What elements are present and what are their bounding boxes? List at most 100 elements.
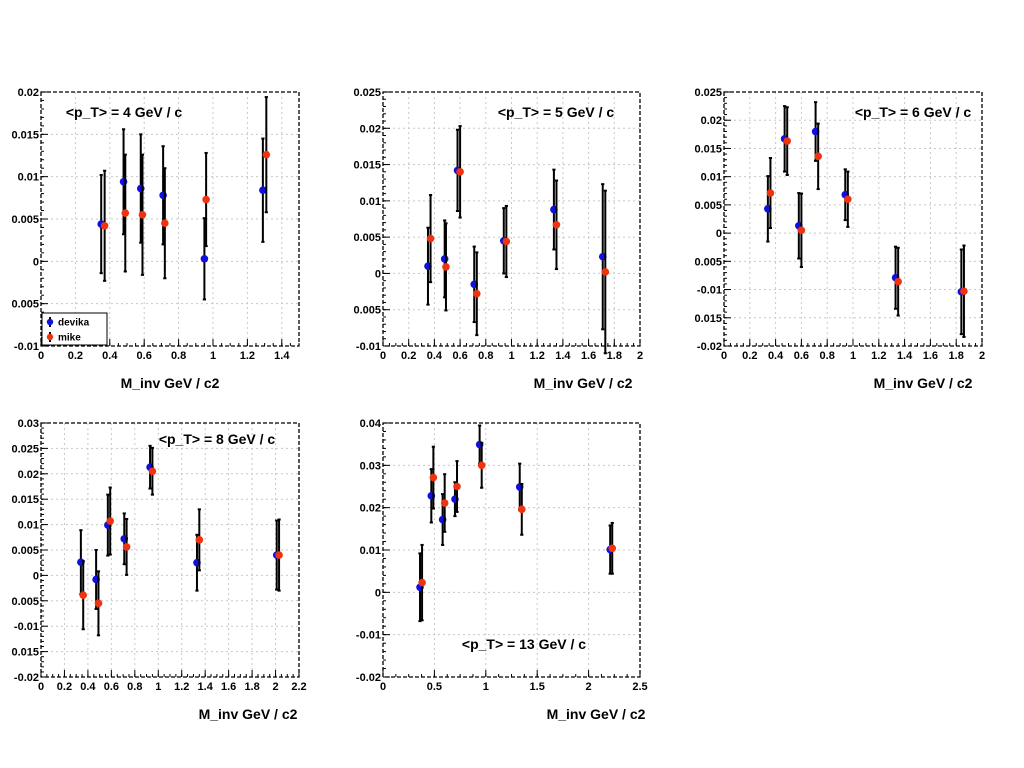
y-tick-label: 0.02 [701, 115, 722, 127]
x-tick-label: 0 [721, 350, 727, 362]
x-tick-label: 2 [272, 681, 278, 693]
x-tick-label: 1.2 [871, 350, 886, 362]
y-tick-label: 0.015 [353, 160, 381, 172]
x-tick-label: 2.5 [632, 681, 647, 693]
x-tick-label: 1 [155, 681, 161, 693]
x-tick-label: 1.8 [607, 350, 622, 362]
y-tick-label: 0.01 [360, 545, 381, 557]
x-tick-label: 0.4 [102, 350, 118, 362]
x-tick-label: 0.8 [171, 350, 186, 362]
data-point-mike [552, 221, 561, 229]
data-point-mike [766, 189, 775, 197]
chart-panel-3: 0 0.2 0.4 0.6 0.8 1 1.2 1.4 1.6 1.8 2 -0.02 0.015 -0.… [694, 87, 985, 391]
data-point-mike [79, 591, 88, 600]
x-tick-label: 1.2 [174, 681, 189, 693]
y-tick-label: -0.01 [14, 621, 39, 633]
chart-panel-1: 0 0.2 0.4 0.6 0.8 1 1.2 1.4 -0.01 0.005 0 0.005 0.01… [11, 87, 300, 391]
chart-title: <p_T> = 4 GeV / c [66, 104, 183, 120]
data-point-devika [440, 255, 449, 263]
y-tick-label: 0.015 [11, 494, 39, 506]
y-tick-label: 0.005 [694, 200, 722, 212]
x-tick-label: 1.6 [221, 681, 236, 693]
x-tick-label: 0.2 [57, 681, 72, 693]
data-point-devika [200, 254, 209, 263]
x-tick-label: 2 [637, 350, 643, 362]
x-tick-label: 1.6 [581, 350, 596, 362]
x-tick-label: 0.8 [478, 350, 493, 362]
y-tick-label: 0.02 [360, 123, 381, 135]
y-tick-label: 0 [375, 587, 381, 599]
plot-frame [40, 91, 300, 347]
data-point-mike [442, 263, 450, 271]
x-axis-label: M_inv GeV / c2 [874, 375, 973, 391]
data-point-mike [195, 536, 204, 544]
y-tick-label: 0.005 [11, 214, 39, 226]
x-tick-label: 1 [210, 350, 216, 362]
data-point-mike [601, 268, 610, 276]
y-tick-label: 0.025 [11, 443, 39, 455]
chart-panel-4: 0 0.2 0.4 0.6 0.8 1 1.2 1.4 1.6 1.8 2 2.2 -0.02 0.015… [11, 418, 306, 722]
data-point-mike [608, 544, 617, 553]
x-tick-label: 2 [979, 350, 985, 362]
x-tick-label: 1.6 [923, 350, 938, 362]
data-point-mike [100, 221, 109, 230]
x-tick-label: 0.4 [427, 350, 443, 362]
data-point-mike [106, 517, 114, 525]
y-tick-label: 0.015 [694, 143, 722, 155]
y-tick-label: 0.04 [360, 418, 382, 430]
data-point-mike [517, 505, 526, 514]
y-tick-label: 0.005 [353, 232, 381, 244]
data-point-mike [94, 599, 103, 608]
plot-frame [723, 91, 983, 347]
y-tick-label: 0.01 [18, 172, 39, 184]
y-tick-label: 0.03 [360, 460, 381, 472]
x-tick-label: 1.4 [555, 350, 571, 362]
y-tick-label: 0 [375, 268, 381, 280]
x-tick-label: 0.6 [104, 681, 119, 693]
y-tick-label: 0.02 [360, 503, 381, 515]
data-point-mike [894, 277, 902, 286]
y-tick-label: 0.005 [11, 299, 39, 311]
data-point-mike [429, 473, 438, 482]
y-tick-label: 0.005 [353, 305, 381, 317]
data-point-mike [138, 210, 147, 219]
x-tick-label: 1.4 [274, 350, 290, 362]
x-tick-label: 0.2 [742, 350, 757, 362]
data-point-mike [202, 195, 210, 204]
data-point-mike [844, 195, 852, 204]
y-tick-label: 0.03 [18, 418, 39, 430]
x-tick-label: 1 [850, 350, 856, 362]
y-tick-label: -0.01 [356, 630, 381, 642]
y-tick-label: 0.02 [18, 469, 39, 481]
x-tick-label: 0.6 [452, 350, 467, 362]
x-tick-label: 0.2 [401, 350, 416, 362]
data-point-devika [259, 186, 267, 195]
y-tick-label: 0.015 [694, 313, 722, 325]
legend-marker-devika [46, 318, 54, 326]
y-tick-label: 0 [33, 256, 39, 268]
data-point-mike [121, 209, 130, 217]
legend-marker-mike [46, 333, 54, 341]
legend-box [41, 312, 108, 346]
chart-title: <p_T> = 13 GeV / c [462, 636, 586, 652]
y-tick-label: 0.015 [11, 129, 39, 141]
y-tick-label: 0.015 [11, 647, 39, 659]
data-point-mike [426, 234, 435, 243]
chart-panel-2: 0 0.2 0.4 0.6 0.8 1 1.2 1.4 1.6 1.8 2 -0.01 0.005 0 0.… [353, 87, 643, 391]
y-tick-label: 0.01 [18, 520, 39, 532]
x-axis-label: M_inv GeV / c2 [121, 375, 220, 391]
y-tick-label: 0.005 [11, 545, 39, 557]
x-axis-label: M_inv GeV / c2 [534, 375, 633, 391]
x-tick-label: 0.4 [768, 350, 784, 362]
legend-label-devika: devika [58, 318, 90, 329]
y-tick-label: 0.025 [353, 87, 381, 99]
x-tick-label: 0 [380, 681, 386, 693]
data-point-mike [456, 168, 464, 176]
data-point-mike [262, 150, 271, 159]
y-tick-label: -0.01 [697, 285, 722, 297]
y-tick-label: -0.01 [356, 341, 381, 353]
x-tick-label: 0 [38, 350, 44, 362]
data-point-mike [122, 543, 131, 551]
x-tick-label: 1.8 [949, 350, 964, 362]
